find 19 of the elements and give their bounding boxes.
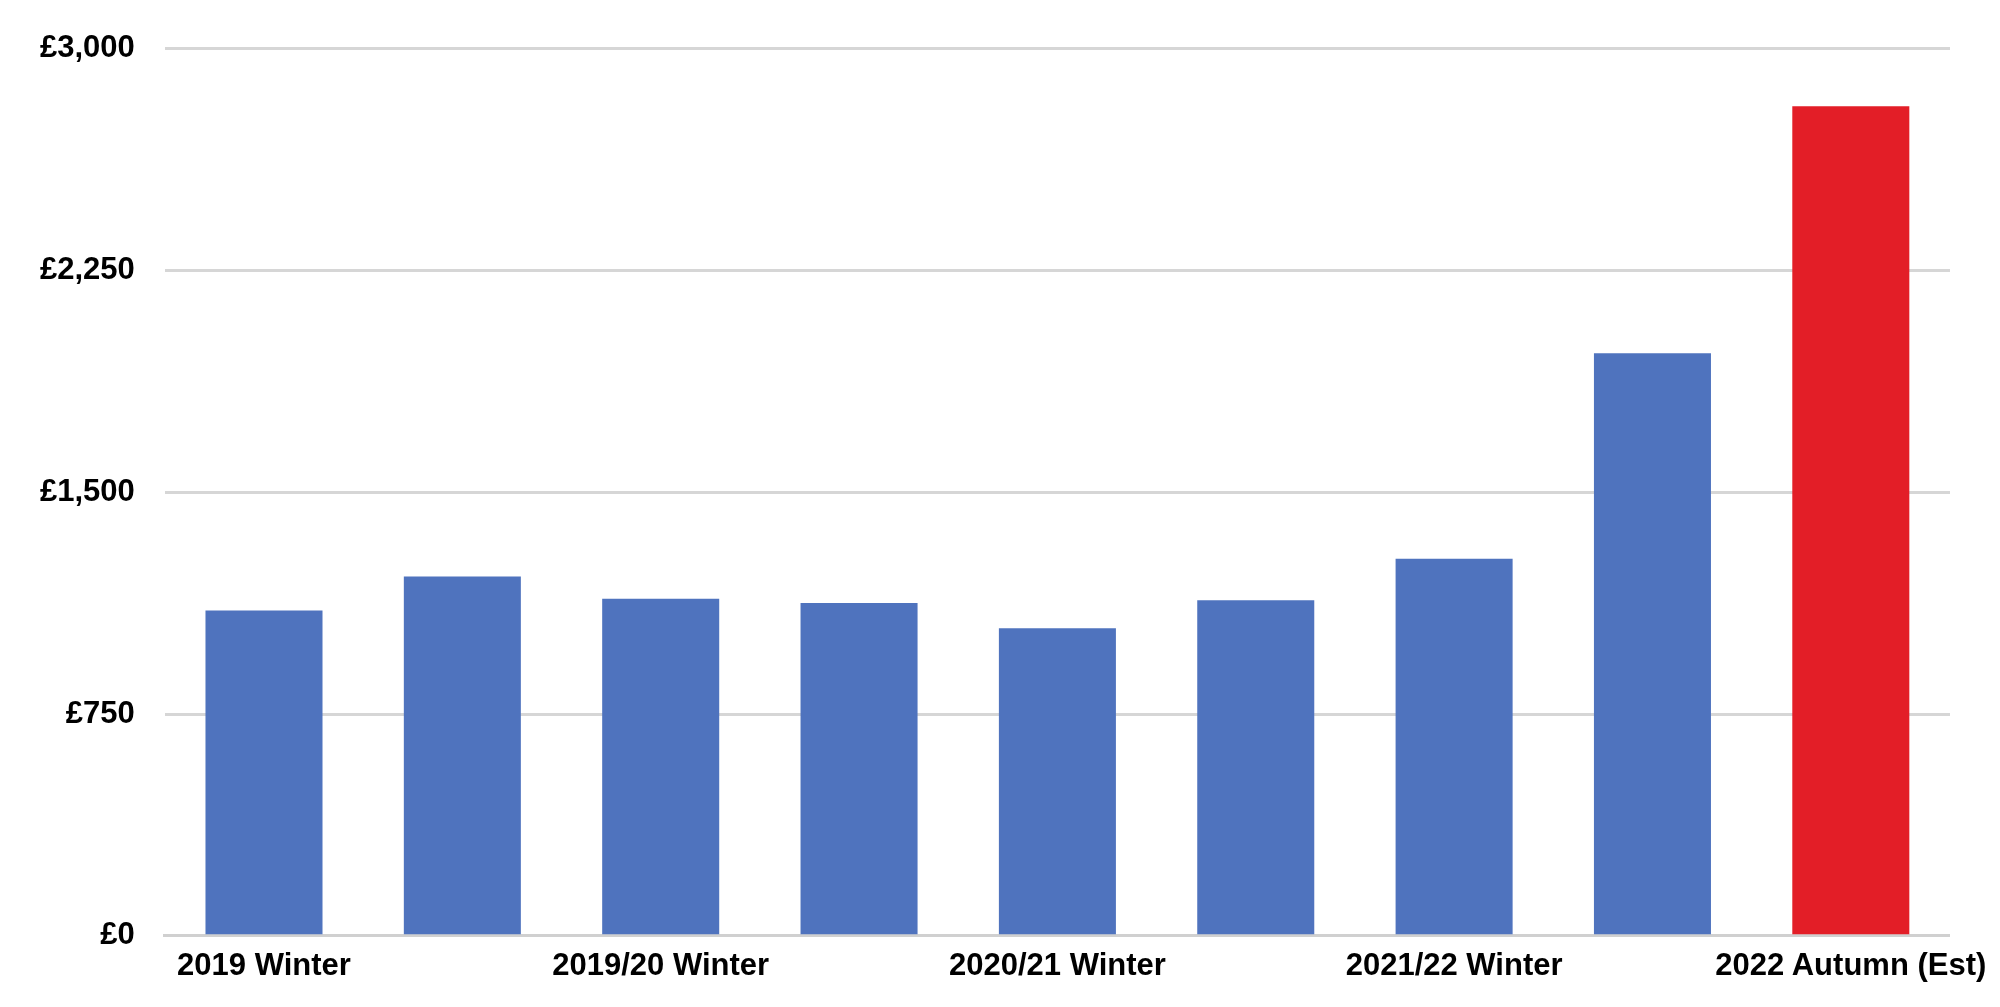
x-tick-label: 2021/22 Winter xyxy=(1345,946,1563,982)
bar xyxy=(998,628,1116,935)
bar xyxy=(800,603,918,935)
bar xyxy=(1792,106,1910,935)
y-tick-label: £750 xyxy=(65,694,135,730)
x-tick-label: 2019 Winter xyxy=(177,946,351,982)
bar xyxy=(1593,353,1711,935)
bar xyxy=(1395,558,1513,935)
x-tick-label: 2022 Autumn (Est) xyxy=(1715,946,1987,982)
bar xyxy=(403,576,521,935)
y-tick-label: £3,000 xyxy=(39,29,135,65)
bar xyxy=(205,610,323,935)
y-tick-label: £2,250 xyxy=(39,250,135,286)
y-tick-label: £1,500 xyxy=(39,472,135,508)
bar xyxy=(1197,600,1315,935)
x-tick-label: 2020/21 Winter xyxy=(948,946,1166,982)
y-tick-label: £0 xyxy=(100,916,135,952)
x-tick-label: 2019/20 Winter xyxy=(552,946,770,982)
bar xyxy=(602,598,720,935)
